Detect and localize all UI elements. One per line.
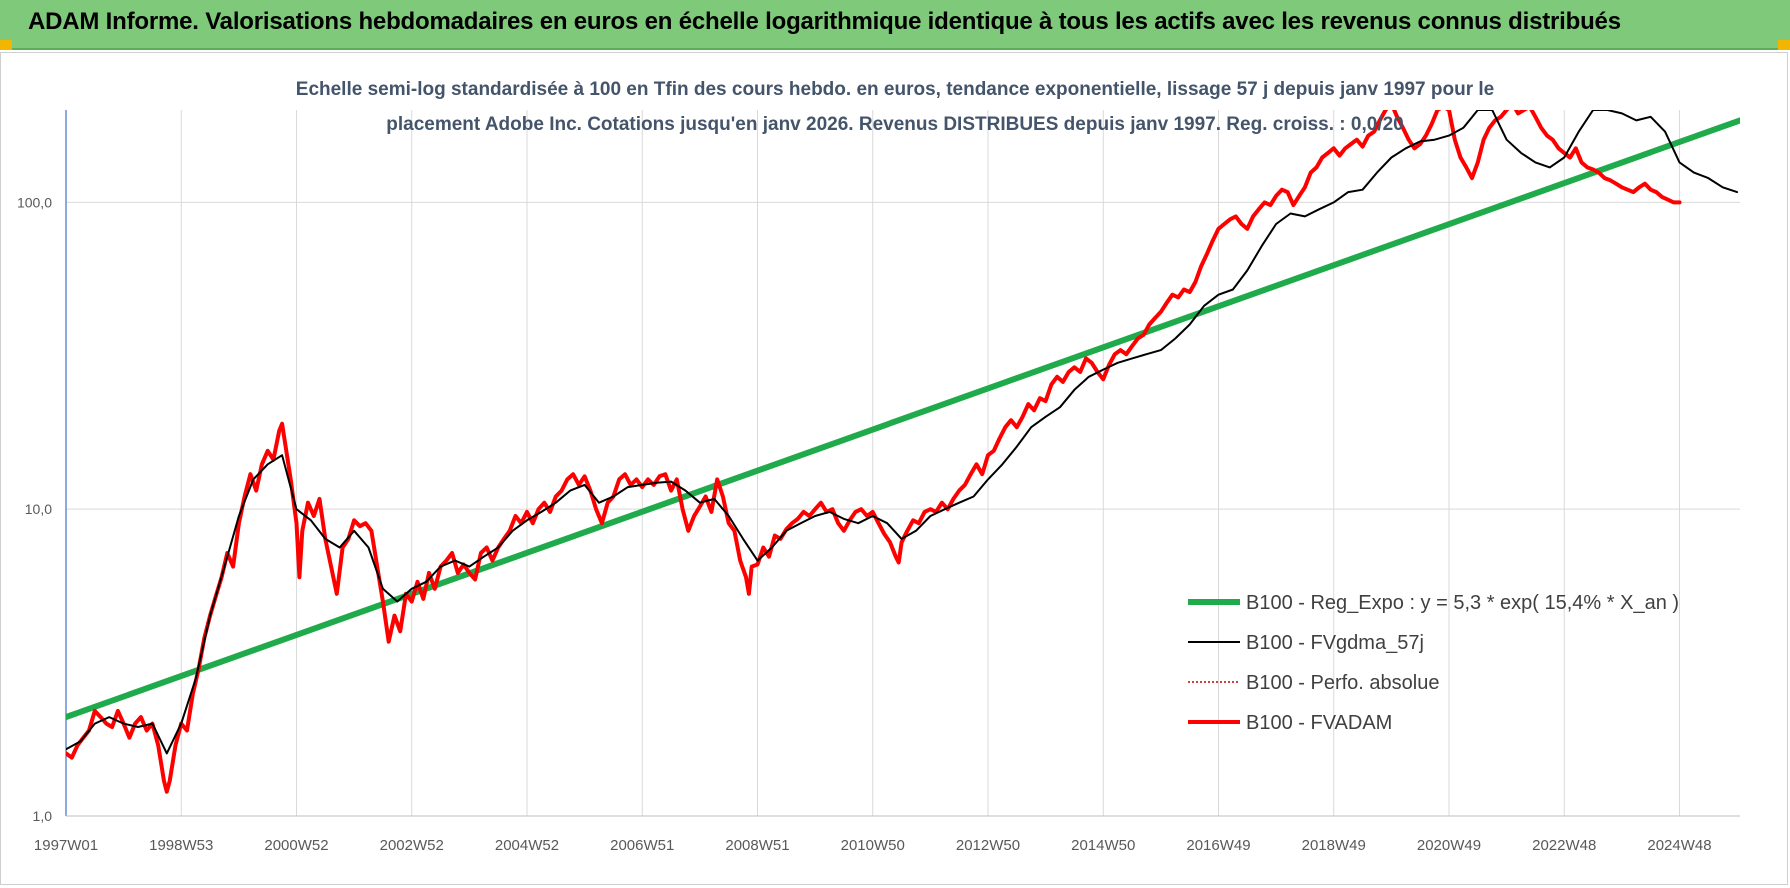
x-tick-label: 2010W50 xyxy=(841,837,905,854)
chart-frame xyxy=(0,52,1788,885)
x-tick-label: 2000W52 xyxy=(264,837,328,854)
x-tick-label: 2024W48 xyxy=(1647,837,1711,854)
plot-series xyxy=(66,110,1740,794)
x-tick-label: 2012W50 xyxy=(956,837,1020,854)
y-tick-label: 100,0 xyxy=(17,194,52,210)
chart-title: Echelle semi-log standardisée à 100 en T… xyxy=(296,79,1494,135)
chart-title-line-2: placement Adobe Inc. Cotations jusqu'en … xyxy=(386,114,1403,135)
chart-title-line-1: Echelle semi-log standardisée à 100 en T… xyxy=(296,79,1494,100)
x-tick-label: 2008W51 xyxy=(725,837,789,854)
grid xyxy=(65,110,1740,817)
legend-label: B100 - Perfo. absolue xyxy=(1246,672,1439,694)
series-line-fvadam xyxy=(66,110,1682,794)
x-tick-label: 2016W49 xyxy=(1186,837,1250,854)
x-tick-label: 2002W52 xyxy=(380,837,444,854)
legend: B100 - Reg_Expo : y = 5,3 * exp( 15,4% *… xyxy=(1188,592,1679,734)
corner-marker-right xyxy=(1778,40,1790,50)
corner-marker-left xyxy=(0,40,12,50)
x-tick-label: 2006W51 xyxy=(610,837,674,854)
x-tick-label: 1997W01 xyxy=(34,837,98,854)
x-tick-label: 2018W49 xyxy=(1302,837,1366,854)
legend-label: B100 - FVADAM xyxy=(1246,712,1392,734)
x-tick-label: 1998W53 xyxy=(149,837,213,854)
y-tick-labels: 1,0 10,0 100,0 xyxy=(17,194,52,824)
x-tick-label: 2014W50 xyxy=(1071,837,1135,854)
legend-label: B100 - FVgdma_57j xyxy=(1246,632,1424,654)
report-banner: ADAM Informe. Valorisations hebdomadaire… xyxy=(0,0,1790,50)
series-line-trend xyxy=(66,117,1740,721)
y-tick-label: 10,0 xyxy=(25,501,52,517)
axes xyxy=(65,110,1740,817)
x-tick-label: 2020W49 xyxy=(1417,837,1481,854)
series-line-smooth xyxy=(66,110,1739,755)
y-tick-label: 1,0 xyxy=(33,808,53,824)
x-tick-labels: 1997W01 1998W53 2000W52 2002W52 2004W52 2006W… xyxy=(34,837,1712,854)
x-tick-label: 2022W48 xyxy=(1532,837,1596,854)
x-tick-label: 2004W52 xyxy=(495,837,559,854)
legend-label: B100 - Reg_Expo : y = 5,3 * exp( 15,4% *… xyxy=(1246,592,1679,614)
banner-title: ADAM Informe. Valorisations hebdomadaire… xyxy=(28,8,1621,35)
